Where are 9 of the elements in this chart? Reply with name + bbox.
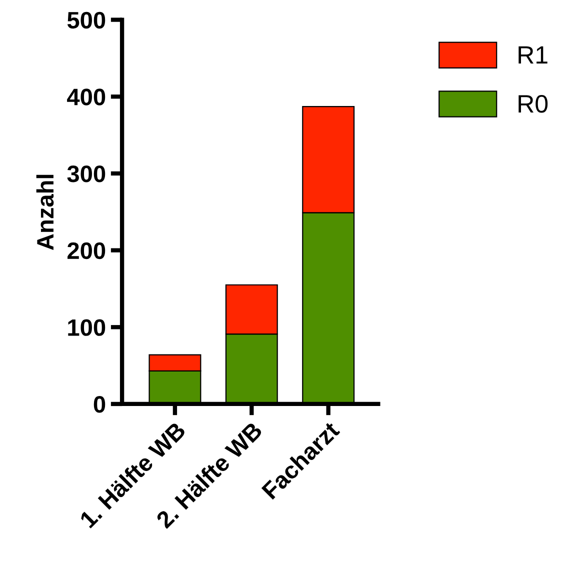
y-tick-label: 500: [67, 12, 106, 29]
y-tick-label: 0: [94, 396, 106, 413]
y-tick-label: 400: [67, 88, 106, 106]
y-axis-title: Anzahl: [36, 174, 54, 250]
y-tick-label: 300: [67, 166, 106, 182]
legend-label: R1: [518, 46, 548, 64]
y-tick-label: 100: [68, 319, 106, 336]
y-tick-label: 200: [68, 242, 106, 260]
legend-label: R0: [518, 95, 548, 113]
